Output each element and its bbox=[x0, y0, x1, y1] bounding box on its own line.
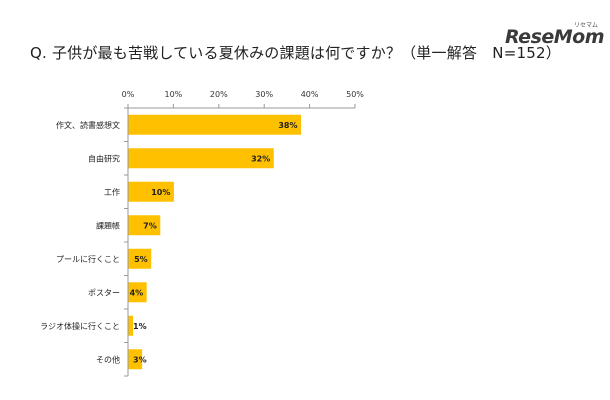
logo-subtext: リセマム bbox=[573, 22, 598, 29]
data-label: 10% bbox=[151, 188, 170, 197]
x-tick-label: 50% bbox=[346, 90, 364, 99]
bar bbox=[128, 349, 143, 370]
category-labels: 作文、読書感想文自由研究工作課題帳プールに行くことポスターラジオ体操に行くことそ… bbox=[40, 120, 120, 365]
data-label: 3% bbox=[133, 355, 147, 364]
logo-text: ReseMom bbox=[505, 26, 605, 48]
chart-title: Q. 子供が最も苦戦している夏休みの課題は何ですか？（単一解答 N=152） bbox=[30, 44, 561, 62]
bar bbox=[128, 148, 274, 169]
bar bbox=[128, 248, 152, 269]
data-label: 4% bbox=[130, 288, 144, 297]
category-label: その他 bbox=[96, 354, 120, 364]
category-label: プールに行くこと bbox=[56, 254, 120, 264]
bar bbox=[128, 114, 302, 135]
data-label: 32% bbox=[251, 154, 270, 163]
category-label: 自由研究 bbox=[88, 153, 120, 163]
category-label: 課題帳 bbox=[96, 220, 120, 230]
data-label: 1% bbox=[133, 322, 147, 331]
bars bbox=[128, 114, 302, 370]
axes bbox=[124, 104, 356, 377]
x-tick-label: 0% bbox=[122, 90, 135, 99]
x-tick-label: 10% bbox=[165, 90, 183, 99]
bar bbox=[128, 181, 174, 202]
category-label: ポスター bbox=[88, 288, 120, 297]
data-label: 38% bbox=[278, 121, 297, 130]
bar bbox=[128, 215, 161, 236]
data-label: 7% bbox=[143, 221, 157, 230]
x-tick-label: 20% bbox=[210, 90, 228, 99]
resemom-logo: ReseMom リセマム bbox=[505, 22, 605, 58]
bar bbox=[128, 282, 147, 303]
category-label: ラジオ体操に行くこと bbox=[40, 321, 120, 331]
x-tick-label: 40% bbox=[301, 90, 319, 99]
data-labels: 38% 32% 10% 7% 5% 4% 1% 3% bbox=[130, 121, 298, 365]
category-label: 工作 bbox=[104, 187, 120, 197]
x-tick-label: 30% bbox=[255, 90, 273, 99]
bar bbox=[128, 315, 134, 336]
data-label: 5% bbox=[134, 255, 148, 264]
x-axis-ticks: 0% 10% 20% 30% 40% 50% bbox=[122, 90, 365, 99]
category-label: 作文、読書感想文 bbox=[56, 120, 120, 130]
